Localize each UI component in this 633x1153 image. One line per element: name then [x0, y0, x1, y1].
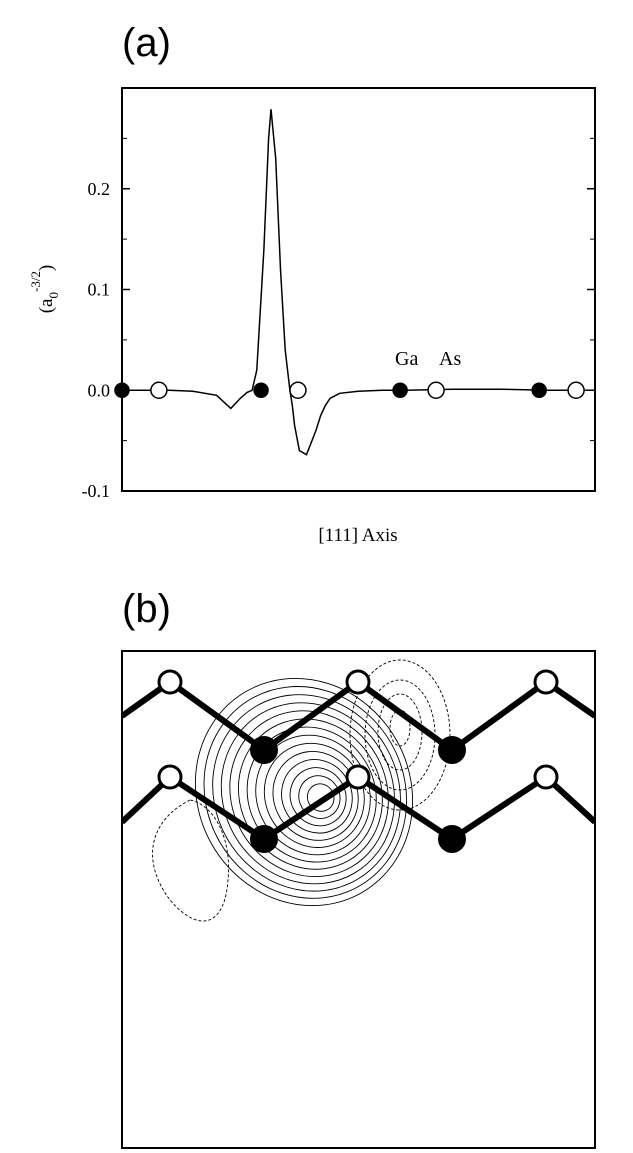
- plot-b: [121, 650, 596, 1149]
- atom-label-ga: Ga: [395, 348, 418, 370]
- contour-solid-group: [194, 677, 414, 907]
- contour-dashed: [152, 799, 230, 922]
- ylabel-close: ): [36, 265, 57, 271]
- ylabel-base: (a: [36, 298, 57, 313]
- ga-atom-marker: [253, 382, 269, 398]
- as-atom: [157, 669, 183, 695]
- ytick-label: 0.1: [88, 280, 111, 300]
- contour-solid: [229, 710, 389, 878]
- svg-text:(a0-3/2): (a0-3/2): [28, 265, 61, 314]
- ytick-label: 0.0: [88, 380, 111, 400]
- ga-atom: [438, 825, 466, 853]
- contour-dashed: [349, 659, 451, 811]
- plot-a-atoms: [114, 381, 585, 399]
- plot-a-ytick-labels: -0.1 0.0 0.1 0.2: [82, 179, 111, 501]
- ytick-label: -0.1: [82, 481, 111, 501]
- panel-a-label: (a): [122, 21, 171, 65]
- ga-atom: [250, 736, 278, 764]
- ga-atom-marker: [531, 382, 547, 398]
- plot-b-frame: [121, 650, 596, 1149]
- ga-atom-marker: [114, 382, 130, 398]
- ytick-label: 0.2: [88, 179, 111, 199]
- as-atom-marker: [567, 381, 585, 399]
- contour-dashed: [377, 693, 423, 771]
- as-atom: [533, 669, 559, 695]
- as-atom: [345, 764, 371, 790]
- atom-label-as: As: [439, 348, 461, 370]
- contour-solid: [194, 677, 414, 907]
- contour-solid: [289, 767, 347, 827]
- plot-a-ticks: [122, 87, 595, 492]
- ylabel-sup: -3/2: [28, 271, 43, 292]
- contour-solid: [246, 726, 377, 863]
- plot-a: -0.1 0.0 0.1 0.2 Ga As: [82, 87, 596, 501]
- plot-a-ylabel: (a0-3/2): [28, 265, 61, 314]
- zigzag-bond-lower: [122, 738, 264, 832]
- panel-b-label: (b): [122, 587, 171, 631]
- ga-atom: [250, 825, 278, 853]
- ylabel-sub: 0: [46, 292, 61, 299]
- ga-atom-marker: [392, 382, 408, 398]
- plot-a-frame: [121, 87, 596, 492]
- as-atom-marker: [150, 381, 168, 399]
- as-atom: [533, 764, 559, 790]
- as-atom-marker: [427, 381, 445, 399]
- as-atom: [345, 669, 371, 695]
- contour-solid: [298, 775, 341, 819]
- as-atom-marker: [289, 381, 307, 399]
- as-atom: [157, 764, 183, 790]
- contour-solid: [212, 694, 401, 892]
- wavefunction-line: [122, 109, 595, 456]
- plot-a-xlabel: [111] Axis: [318, 525, 397, 546]
- contour-solid: [281, 759, 353, 834]
- contour-solid: [203, 686, 408, 899]
- ga-atom: [438, 736, 466, 764]
